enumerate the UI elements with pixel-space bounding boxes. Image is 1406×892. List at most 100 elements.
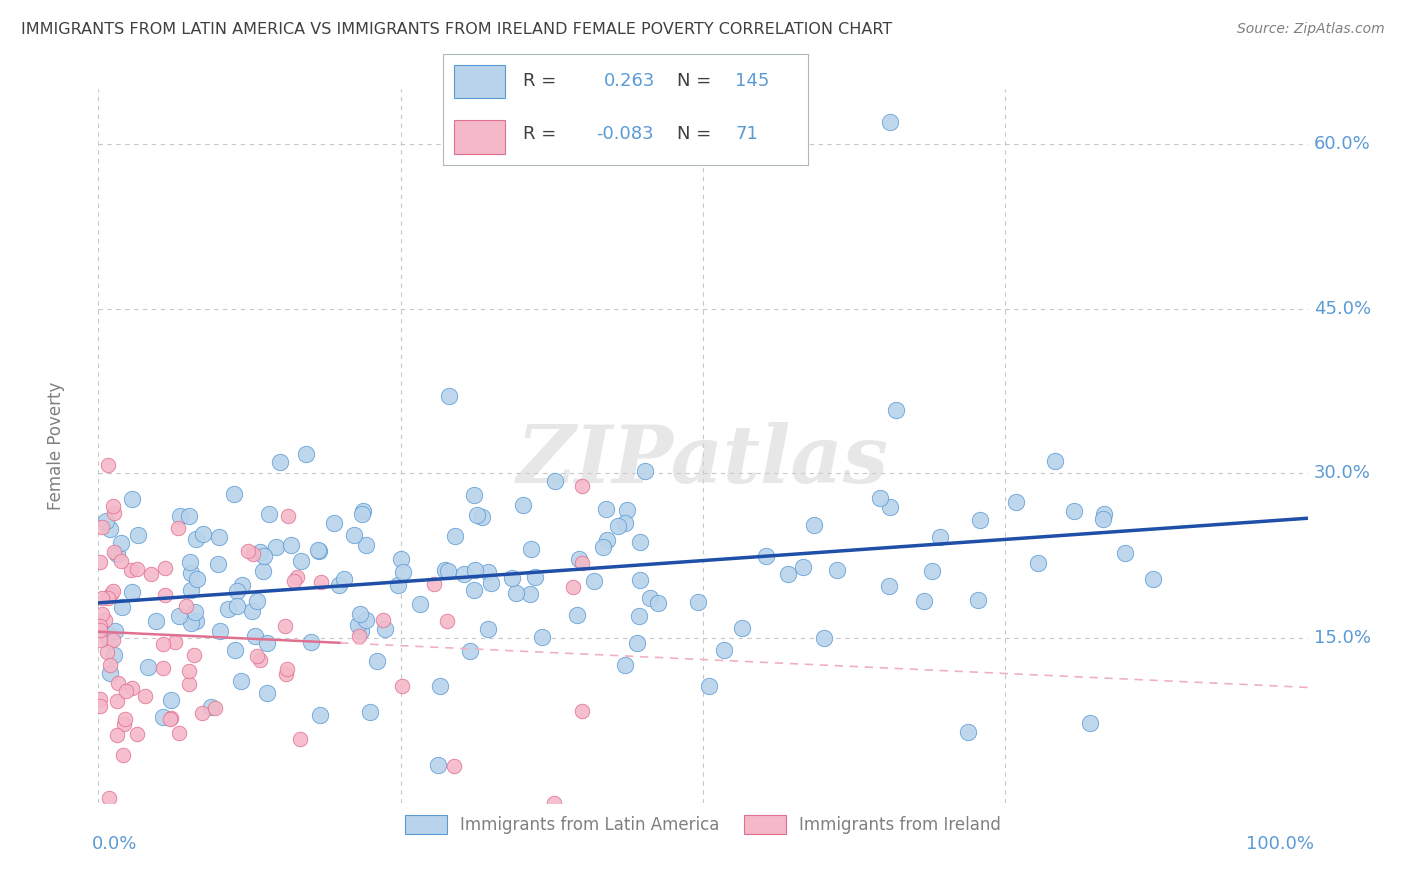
Point xyxy=(1114,546,1136,560)
Point xyxy=(571,478,593,492)
Point xyxy=(240,604,263,618)
Point xyxy=(568,551,591,566)
Point xyxy=(879,115,901,129)
Point xyxy=(184,614,207,628)
Point xyxy=(89,619,111,633)
Point xyxy=(626,636,648,650)
Point xyxy=(322,516,344,531)
Point xyxy=(193,526,215,541)
Point xyxy=(436,564,458,578)
Point xyxy=(328,578,350,592)
Point xyxy=(152,638,174,652)
Point xyxy=(111,600,134,615)
Point xyxy=(283,574,305,589)
Point xyxy=(647,596,669,610)
Point xyxy=(562,580,585,594)
Point xyxy=(226,583,249,598)
Point xyxy=(374,622,396,636)
Text: R =: R = xyxy=(523,72,557,90)
Point xyxy=(274,667,297,681)
Point xyxy=(177,664,200,678)
Text: Source: ZipAtlas.com: Source: ZipAtlas.com xyxy=(1237,22,1385,37)
Text: 0.0%: 0.0% xyxy=(93,835,138,853)
Point xyxy=(477,566,499,580)
Point xyxy=(94,613,117,627)
Point xyxy=(613,516,636,530)
Point xyxy=(465,508,488,522)
Point xyxy=(713,642,735,657)
Point xyxy=(204,701,226,715)
Point xyxy=(347,630,370,644)
Point xyxy=(139,566,162,581)
Point xyxy=(309,708,332,723)
Point xyxy=(174,599,197,613)
Point xyxy=(290,554,312,568)
Point xyxy=(479,575,502,590)
Text: -0.083: -0.083 xyxy=(596,125,654,143)
Point xyxy=(366,654,388,668)
Point xyxy=(160,693,183,707)
Point xyxy=(595,501,617,516)
Point xyxy=(571,557,593,571)
Point xyxy=(349,607,371,622)
Point xyxy=(371,613,394,627)
Point xyxy=(121,681,143,695)
Point xyxy=(186,572,208,586)
Point xyxy=(288,731,311,746)
Point xyxy=(105,547,128,561)
Point xyxy=(1063,504,1085,518)
Point xyxy=(276,661,298,675)
Point xyxy=(520,541,543,556)
Point xyxy=(921,564,943,578)
Point xyxy=(309,574,332,589)
Point xyxy=(177,509,200,524)
Point xyxy=(89,691,111,706)
Point xyxy=(249,544,271,558)
Point xyxy=(350,507,373,521)
Point xyxy=(180,615,202,630)
Point xyxy=(112,717,135,731)
Legend: Immigrants from Latin America, Immigrants from Ireland: Immigrants from Latin America, Immigrant… xyxy=(398,808,1008,841)
Point xyxy=(246,648,269,663)
Point xyxy=(803,517,825,532)
Point xyxy=(96,645,118,659)
Point xyxy=(628,573,651,587)
Point xyxy=(184,532,207,546)
Point xyxy=(89,698,111,713)
Point xyxy=(571,704,593,718)
Point xyxy=(877,579,900,593)
Point xyxy=(184,605,207,619)
Text: N =: N = xyxy=(676,72,711,90)
Point xyxy=(460,644,482,658)
Point xyxy=(592,541,614,555)
Point xyxy=(89,633,111,648)
Point xyxy=(217,602,239,616)
Point xyxy=(134,689,156,703)
Point xyxy=(110,554,132,568)
Point xyxy=(969,513,991,527)
Point xyxy=(453,566,475,581)
Point xyxy=(544,474,567,488)
Point xyxy=(222,487,245,501)
Point xyxy=(1005,494,1028,508)
Point xyxy=(98,790,121,805)
Point xyxy=(389,552,412,566)
Point xyxy=(307,543,329,558)
Point xyxy=(125,727,148,741)
Point xyxy=(409,597,432,611)
Point xyxy=(443,759,465,773)
Point xyxy=(813,631,835,645)
Point xyxy=(333,572,356,586)
Point xyxy=(354,538,377,552)
Point xyxy=(98,665,121,680)
Point xyxy=(477,622,499,636)
Point xyxy=(471,510,494,524)
Point xyxy=(352,504,374,518)
Point xyxy=(957,724,980,739)
Point xyxy=(115,684,138,698)
Point xyxy=(1026,556,1049,570)
Text: 15.0%: 15.0% xyxy=(1313,629,1371,647)
Point xyxy=(207,557,229,571)
Point xyxy=(226,599,249,613)
Point xyxy=(730,621,752,635)
